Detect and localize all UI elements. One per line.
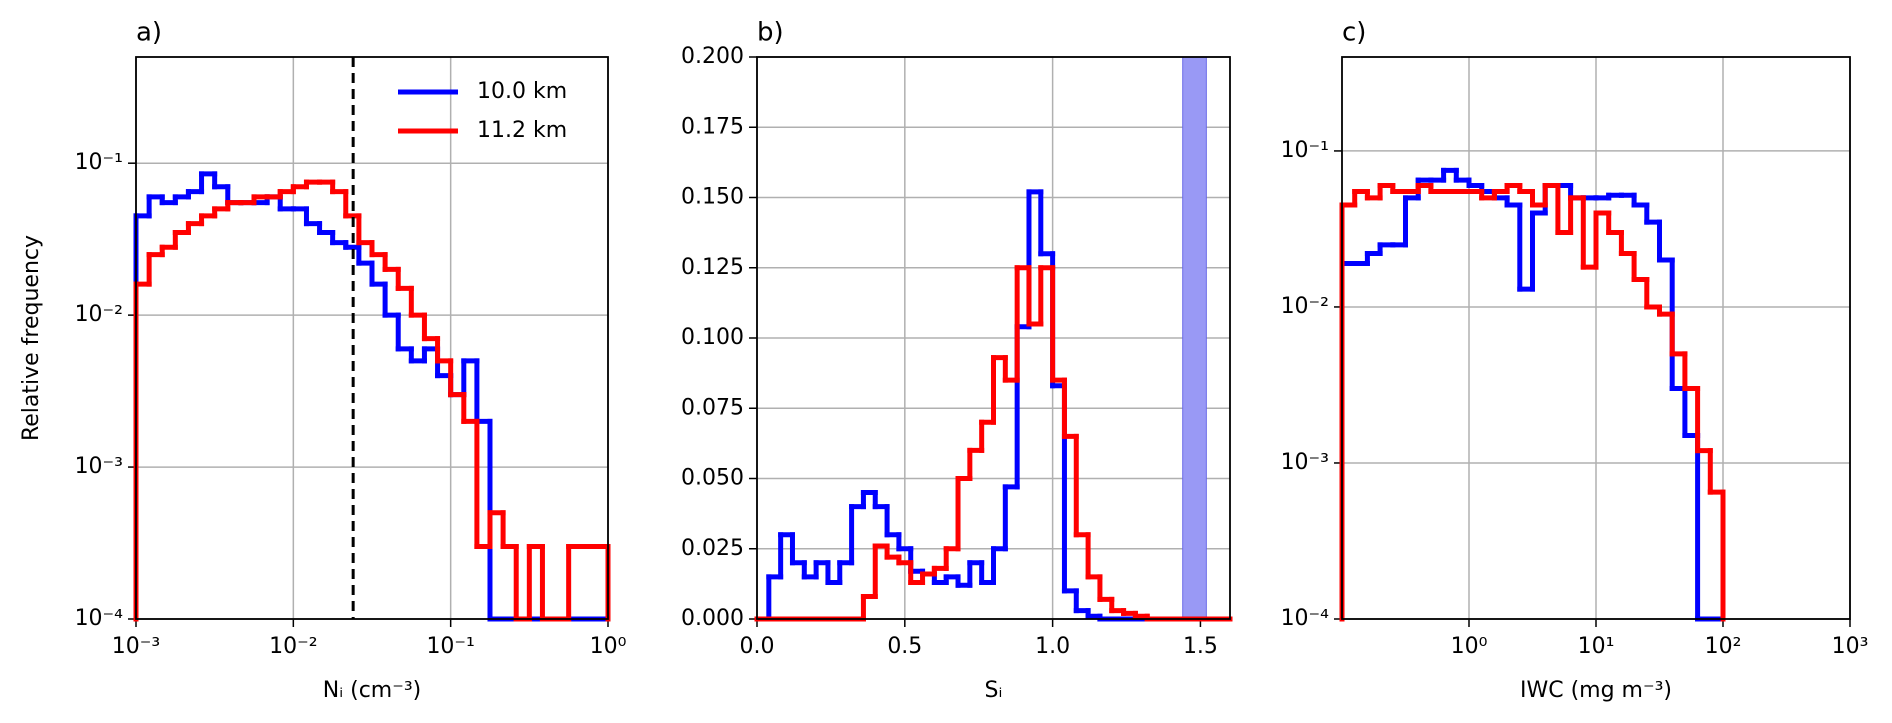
- y-tick-label: 0.075: [681, 395, 744, 420]
- legend-label: 11.2 km: [477, 118, 567, 143]
- y-tick-label: 0.100: [681, 325, 744, 350]
- y-tick-label: 10⁻¹: [1281, 138, 1329, 163]
- y-tick-label: 0.025: [681, 536, 744, 561]
- x-axis-label: Sᵢ: [985, 678, 1003, 703]
- y-tick-label: 0.200: [681, 44, 744, 69]
- y-tick-label: 10⁻²: [75, 302, 123, 327]
- y-tick-label: 0.125: [681, 255, 744, 280]
- panel-label: c): [1342, 18, 1366, 48]
- shaded-span: [1182, 56, 1207, 620]
- y-tick-label: 10⁻³: [75, 454, 123, 479]
- y-tick-label: 0.050: [681, 466, 744, 491]
- y-tick-label: 10⁻¹: [75, 150, 123, 175]
- y-tick-label: 10⁻⁴: [1281, 606, 1330, 631]
- y-tick-label: 10⁻²: [1281, 294, 1329, 319]
- y-tick-label: 0.150: [681, 185, 744, 210]
- y-tick-label: 0.175: [681, 114, 744, 139]
- x-tick-label: 10⁻³: [112, 634, 160, 659]
- x-tick-label: 1.5: [1183, 634, 1218, 659]
- frame: [135, 56, 609, 620]
- x-tick-label: 0.5: [887, 634, 922, 659]
- histogram-riser: [133, 179, 611, 622]
- x-axis-label: Nᵢ (cm⁻³): [323, 678, 422, 703]
- x-tick-label: 10⁰: [590, 634, 627, 659]
- panel-label: a): [136, 18, 162, 48]
- x-tick-label: 10²: [1705, 634, 1742, 659]
- x-tick-label: 10⁻¹: [426, 634, 474, 659]
- x-tick-label: 10³: [1832, 634, 1869, 659]
- histogram-riser: [1339, 167, 1726, 622]
- x-tick-label: 10⁻²: [269, 634, 317, 659]
- frame: [756, 56, 1231, 620]
- x-axis-label: IWC (mg m⁻³): [1520, 678, 1672, 703]
- panel-label: b): [757, 18, 784, 48]
- x-tick-label: 10¹: [1578, 634, 1615, 659]
- x-tick-label: 0.0: [740, 634, 775, 659]
- x-tick-label: 10⁰: [1451, 634, 1488, 659]
- x-tick-label: 1.0: [1035, 634, 1070, 659]
- legend-label: 10.0 km: [477, 79, 567, 104]
- frame: [1341, 56, 1851, 620]
- y-tick-label: 10⁻⁴: [75, 606, 124, 631]
- y-tick-label: 0.000: [681, 606, 744, 631]
- y-axis-label: Relative frequency: [19, 235, 44, 441]
- y-tick-label: 10⁻³: [1281, 450, 1329, 475]
